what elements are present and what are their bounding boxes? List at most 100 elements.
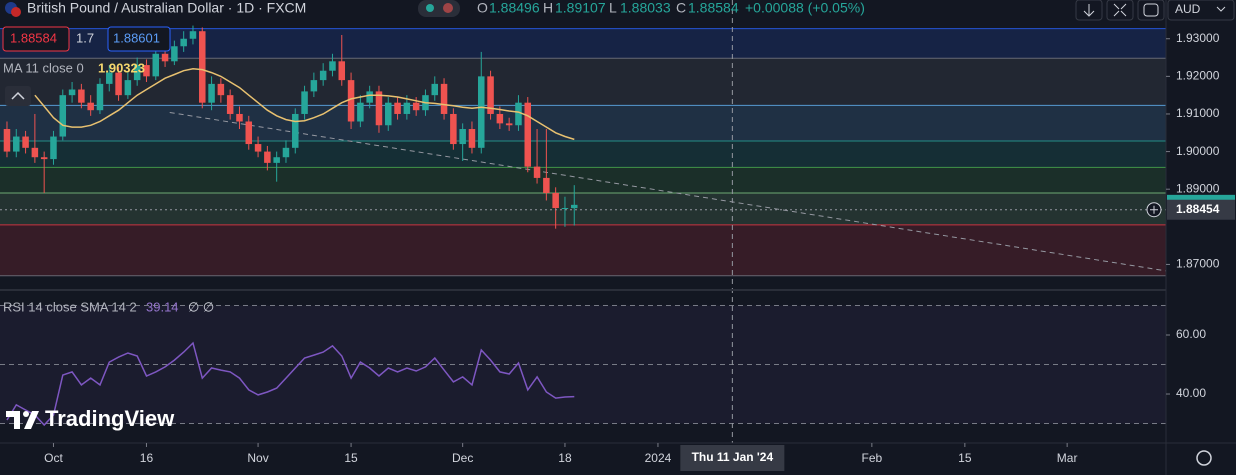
candle-body <box>301 91 308 114</box>
candle-body <box>571 204 578 209</box>
symbol-title: British Pound / Australian Dollar · 1D ·… <box>27 0 306 16</box>
icon <box>1083 4 1095 17</box>
sell-price: 1.88584 <box>10 30 57 45</box>
spread: 1.7 <box>76 30 94 45</box>
logo-icon <box>6 411 39 429</box>
candle-body <box>403 102 411 114</box>
close-label: C <box>676 0 686 16</box>
rsi-extra: ∅ ∅ <box>188 299 214 314</box>
y-tick-label: 1.87000 <box>1176 257 1220 271</box>
crosshair-price: 1.88454 <box>1176 202 1220 216</box>
candle-body <box>412 102 420 111</box>
sell-button[interactable] <box>2 26 70 52</box>
candle-body <box>310 80 318 92</box>
candle-body <box>273 157 280 163</box>
x-tick-label: 15 <box>958 451 972 465</box>
candle-body <box>208 83 215 103</box>
candle-body <box>282 147 290 158</box>
x-tick-label: Nov <box>247 451 268 465</box>
zone <box>0 141 1166 168</box>
zone <box>0 192 1166 225</box>
y-tick-label: 40.00 <box>1176 386 1206 400</box>
fullscreen-button[interactable] <box>1106 0 1134 21</box>
candle-body <box>245 121 253 145</box>
icon <box>1143 3 1159 17</box>
candle-body <box>3 129 11 152</box>
settings-button[interactable] <box>1196 450 1212 466</box>
candle-body <box>31 147 39 158</box>
x-tick-label: Dec <box>452 451 473 465</box>
candle-body <box>487 76 494 114</box>
y-tick-label: 60.00 <box>1176 327 1206 341</box>
currency-select[interactable] <box>1167 0 1235 21</box>
crosshair-price-box <box>1167 199 1235 220</box>
candle-body <box>161 53 169 62</box>
candle-body <box>236 113 243 122</box>
candle-body <box>366 91 373 103</box>
low-value: 1.88033 <box>620 0 671 16</box>
candle-body <box>431 83 439 96</box>
status-pill[interactable] <box>418 0 460 17</box>
zone <box>0 167 1166 193</box>
candle-body <box>106 72 113 84</box>
y-tick-label: 1.92000 <box>1176 69 1220 83</box>
candle-body <box>319 70 327 81</box>
candle-body <box>292 113 299 148</box>
candle-body <box>171 46 178 62</box>
candle-body <box>515 102 522 126</box>
collapse-button[interactable] <box>5 86 31 106</box>
zone <box>0 105 1166 142</box>
candle-body <box>152 53 160 77</box>
x-tick-label: 16 <box>140 451 154 465</box>
buy-price: 1.88601 <box>113 30 160 45</box>
x-tick-label: 18 <box>558 451 572 465</box>
open-label: O <box>477 0 488 16</box>
candle-body <box>13 136 20 152</box>
candle-body <box>385 102 392 126</box>
candle-body <box>254 144 262 152</box>
candle-body <box>468 129 476 148</box>
flag-icon <box>11 7 21 17</box>
candle-body <box>22 136 29 148</box>
candle-body <box>115 72 122 96</box>
candle-body <box>524 102 532 167</box>
rsi-value: 39.14 <box>146 299 179 314</box>
candle-body <box>440 83 448 114</box>
status-dot <box>443 3 453 13</box>
logo-icon <box>23 411 29 417</box>
candle-body <box>180 38 187 47</box>
candle-body <box>59 95 67 137</box>
candle-body <box>561 208 569 210</box>
plot <box>0 0 1166 443</box>
x-tick-label: Oct <box>44 451 63 465</box>
candle-body <box>40 157 48 160</box>
candle-body <box>78 89 85 103</box>
candle-body <box>329 61 336 71</box>
crosshair-date-box <box>680 445 785 471</box>
rsi-legend: RSI 14 close SMA 14 2 <box>3 299 137 314</box>
chevron-up <box>11 91 25 100</box>
buy-button[interactable] <box>107 26 171 52</box>
candle-body <box>375 91 383 126</box>
high-value: 1.89107 <box>555 0 606 16</box>
y-tick-label: 1.93000 <box>1176 31 1220 45</box>
candle-body <box>496 113 504 124</box>
currency: AUD <box>1175 2 1201 16</box>
candle-body <box>87 102 94 111</box>
candle-body <box>347 80 355 122</box>
close-value: 1.88584 <box>688 0 739 16</box>
rsi-band <box>0 305 1166 424</box>
candle-body <box>189 31 197 39</box>
ma-line <box>34 68 575 141</box>
candle-body <box>264 151 271 163</box>
x-tick-label: Feb <box>862 451 883 465</box>
zones <box>0 28 1166 425</box>
zone <box>0 224 1166 276</box>
status-dot <box>426 4 434 12</box>
screenshot-button[interactable] <box>1137 0 1165 21</box>
y-tick-label: 1.91000 <box>1176 106 1220 120</box>
rsi-line <box>6 341 575 427</box>
icon <box>1113 3 1127 17</box>
candle-body <box>143 65 150 77</box>
